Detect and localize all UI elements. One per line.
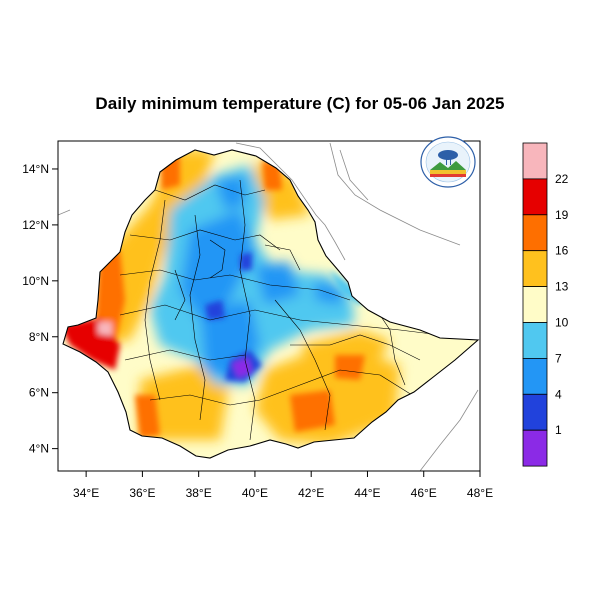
colorbar-label: 16 [555,244,569,258]
colorbar-label: 22 [555,172,569,186]
colorbar-bin [522,214,548,252]
y-tick-label: 10°N [22,274,49,288]
colorbar-bin [522,250,548,287]
y-tick-label: 8°N [29,330,49,344]
colorbar-label: 19 [555,208,569,222]
axis-ticks: 34°E 36°E 38°E 40°E 42°E 44°E 46°E 48°E 14°N 12°N… [22,162,493,500]
colorbar-label: 1 [555,423,562,437]
colorbar: 22 19 16 13 10 7 4 1 [522,142,569,467]
x-tick-label: 48°E [467,486,493,500]
colorbar-bin [522,178,548,216]
ethiopia-border [62,149,480,459]
colorbar-label: 13 [555,280,569,294]
y-tick-label: 4°N [29,442,49,456]
x-tick-label: 44°E [354,486,380,500]
colorbar-label: 7 [555,351,562,365]
temperature-field [63,150,478,458]
x-tick-label: 40°E [242,486,268,500]
x-tick-label: 46°E [411,486,437,500]
y-tick-label: 6°N [29,386,49,400]
y-tick-label: 14°N [22,162,49,176]
map-title: Daily minimum temperature (C) for 05-06 … [95,94,505,113]
x-tick-label: 36°E [129,486,155,500]
map-frame [57,140,481,472]
x-tick-label: 34°E [73,486,99,500]
colorbar-bin [522,322,548,359]
colorbar-bin [522,393,548,431]
colorbar-bin [522,357,548,395]
admin-boundaries [119,179,441,441]
x-tick-label: 42°E [298,486,324,500]
ethiopian-meteorology-institute-logo [420,136,476,188]
colorbar-bin [522,429,548,467]
colorbar-label: 10 [555,316,569,330]
x-tick-label: 38°E [186,486,212,500]
colorbar-bin [522,286,548,323]
colorbar-bin [522,142,548,180]
y-tick-label: 12°N [22,218,49,232]
neighbor-borders [58,142,479,471]
colorbar-label: 4 [555,387,562,401]
